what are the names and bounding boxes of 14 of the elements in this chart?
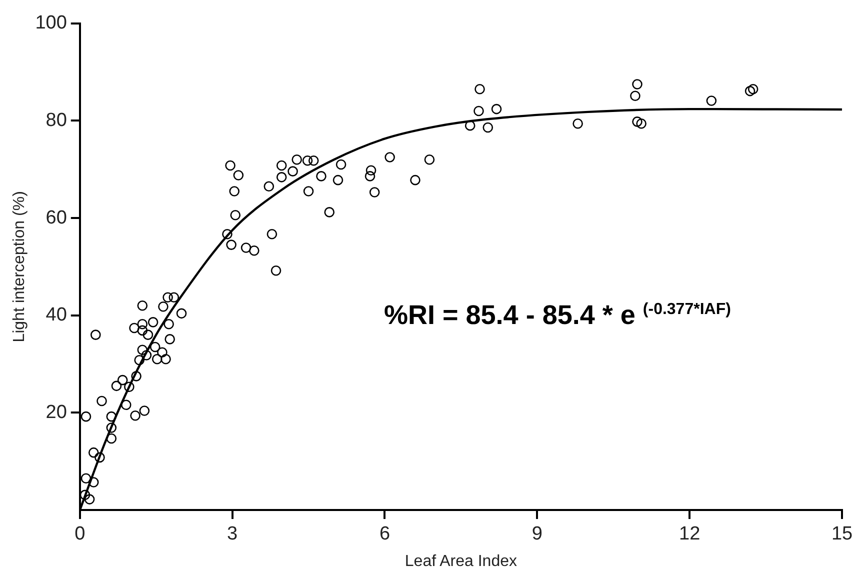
y-tick-label: 20 xyxy=(46,402,67,423)
x-tick-label: 9 xyxy=(532,524,542,545)
x-tick-label: 0 xyxy=(74,524,86,545)
x-tick-label: 15 xyxy=(831,524,853,545)
x-tick-label: 6 xyxy=(379,524,390,545)
x-axis-title: Leaf Area Index xyxy=(404,552,517,570)
y-tick-label: 60 xyxy=(46,207,67,228)
annotation: %RI = 85.4 - 85.4 * e $^{(-0.377*IAF)}$ xyxy=(384,300,731,331)
x-tick-label: 3 xyxy=(227,524,238,545)
y-tick-label: 100 xyxy=(35,12,67,34)
y-axis-title: Light interception (%) xyxy=(11,191,28,342)
y-tick-label: 80 xyxy=(46,110,67,131)
x-tick-label: 12 xyxy=(679,524,700,545)
y-tick-label: 40 xyxy=(46,304,67,326)
